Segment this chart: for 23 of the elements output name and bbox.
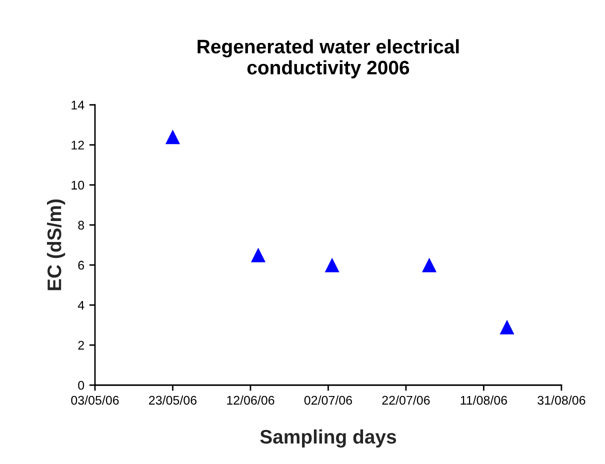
y-axis-title: EC (dS/m) — [46, 200, 66, 290]
point — [165, 130, 180, 144]
y-tick-label: 10 — [72, 180, 84, 190]
y-tick-label: 4 — [78, 300, 84, 310]
x-tick-label: 11/08/06 — [460, 396, 508, 405]
y-tick-label: 8 — [78, 220, 84, 230]
x-tick-label: 03/05/06 — [71, 396, 119, 405]
chart-title: Regenerated water electrical conductivity 2006 — [198, 39, 459, 78]
point — [500, 320, 514, 334]
point — [422, 258, 437, 272]
x-tick-label: 22/07/06 — [382, 396, 430, 405]
x-tick-label: 02/07/06 — [304, 396, 352, 405]
point — [250, 248, 266, 262]
x-tick-label: 23/05/06 — [149, 396, 197, 405]
x-tick-label: 31/08/06 — [538, 396, 586, 405]
x-axis-title: Sampling days — [260, 429, 396, 448]
point — [324, 258, 340, 272]
y-tick-label: 6 — [78, 260, 84, 270]
y-tick-label: 2 — [78, 340, 84, 350]
x-tick-label: 12/06/06 — [227, 396, 274, 405]
y-tick-label: 14 — [72, 100, 84, 110]
y-tick-label: 12 — [72, 140, 84, 150]
y-tick-label: 0 — [78, 380, 84, 390]
